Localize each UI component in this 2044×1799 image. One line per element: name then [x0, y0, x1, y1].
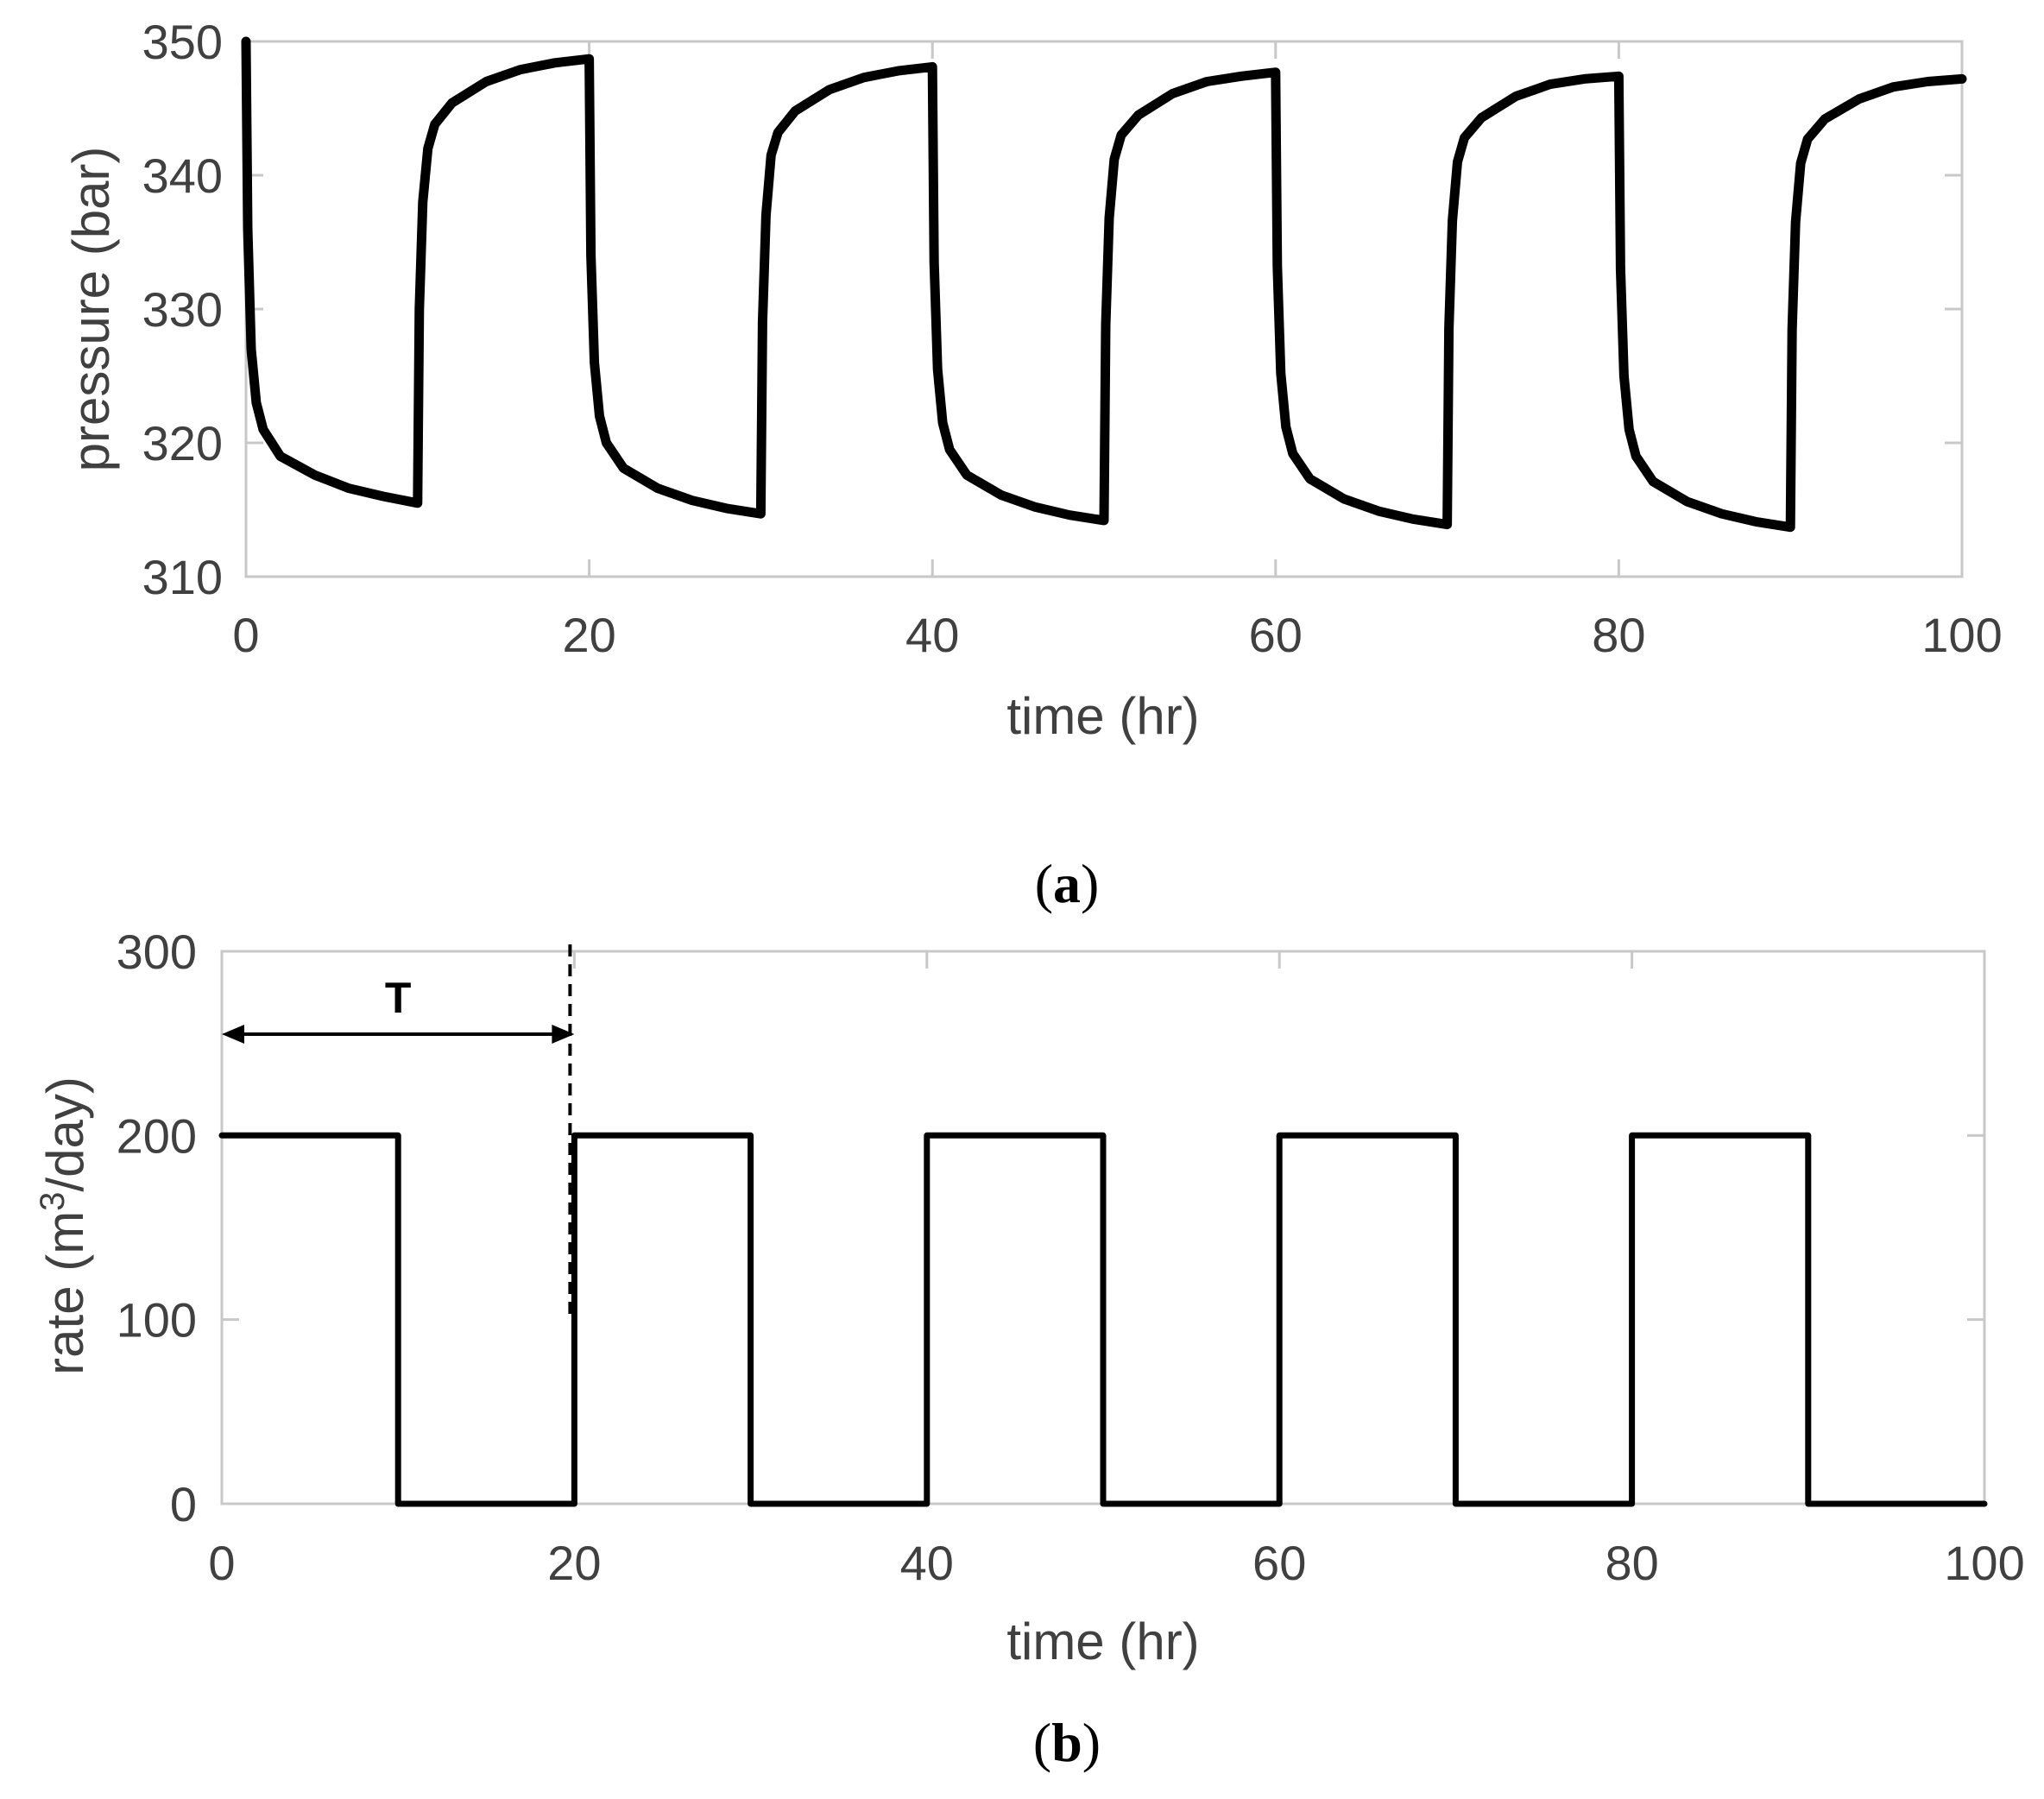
series-line-rate: [218, 1132, 1988, 1507]
panel-a-y-tick-label: 320: [142, 416, 223, 470]
panel-a-x-tick-label: 40: [905, 608, 959, 662]
panel-b-y-tick-label: 200: [117, 1108, 197, 1163]
panel-b-caption: (b): [1033, 1712, 1101, 1773]
panel-a-series: [241, 36, 1967, 533]
period-arrow-left-head: [222, 1025, 244, 1044]
panel-a-y-tick-label: 310: [142, 550, 223, 604]
panel-a-x-tick-label: 0: [232, 608, 259, 662]
panel-a-x-tick-label: 60: [1249, 608, 1303, 662]
panel-a-x-tick-label: 80: [1592, 608, 1645, 662]
panel-b-x-tick-label: 100: [1944, 1536, 2024, 1590]
panel-b-y-tick-label: 100: [117, 1293, 197, 1348]
y-label-prefix: rate (m: [36, 1211, 94, 1375]
panel-b-x-ticks: 0 20 40 60 80 100: [208, 951, 2025, 1590]
panel-b-y-tick-label: 0: [170, 1477, 197, 1531]
y-label-suffix: /day): [36, 1076, 94, 1191]
period-arrow-right-head: [552, 1025, 575, 1044]
panel-a-y-tick-label: 350: [142, 15, 223, 69]
panel-b-series: [218, 1132, 1988, 1507]
y-label-superscript: 3: [34, 1192, 72, 1211]
panel-a-y-tick-label: 340: [142, 148, 223, 203]
panel-b-x-tick-label: 0: [208, 1536, 235, 1590]
panel-b-x-tick-label: 40: [900, 1536, 954, 1590]
panel-a-pressure-chart: 0 20 40 60 80 100 310 320 330 340 350 time (hr) p…: [62, 15, 2003, 914]
period-annotation: T: [222, 944, 575, 1320]
panel-a-y-ticks: 310 320 330 340 350: [142, 15, 1962, 604]
panel-a-caption-letter: a: [1053, 853, 1081, 914]
panel-a-x-axis-label: time (hr): [1006, 687, 1199, 745]
panel-b-rate-chart: 0 20 40 60 80 100 0 100 200 300 T time (hr) rate…: [34, 925, 2025, 1773]
panel-a-x-ticks: 0 20 40 60 80 100: [232, 41, 2003, 662]
period-label: T: [385, 974, 412, 1022]
panel-a-y-axis-label: pressure (bar): [62, 147, 120, 472]
panel-b-caption-letter: b: [1051, 1712, 1082, 1773]
panel-b-x-tick-label: 20: [547, 1536, 601, 1590]
panel-a-y-tick-label: 330: [142, 282, 223, 337]
panel-b-x-tick-label: 80: [1605, 1536, 1658, 1590]
panel-b-y-ticks: 0 100 200 300: [117, 925, 1984, 1531]
panel-b-x-axis-label: time (hr): [1006, 1613, 1199, 1670]
panel-b-y-tick-label: 300: [117, 925, 197, 979]
panel-b-y-axis-label: rate (m3/day): [34, 1076, 94, 1375]
series-line-pressure: [241, 36, 1967, 533]
panel-a-x-tick-label: 100: [1921, 608, 2002, 662]
panel-b-x-tick-label: 60: [1252, 1536, 1306, 1590]
panel-a-x-tick-label: 20: [562, 608, 615, 662]
panel-a-caption: (a): [1035, 853, 1100, 914]
